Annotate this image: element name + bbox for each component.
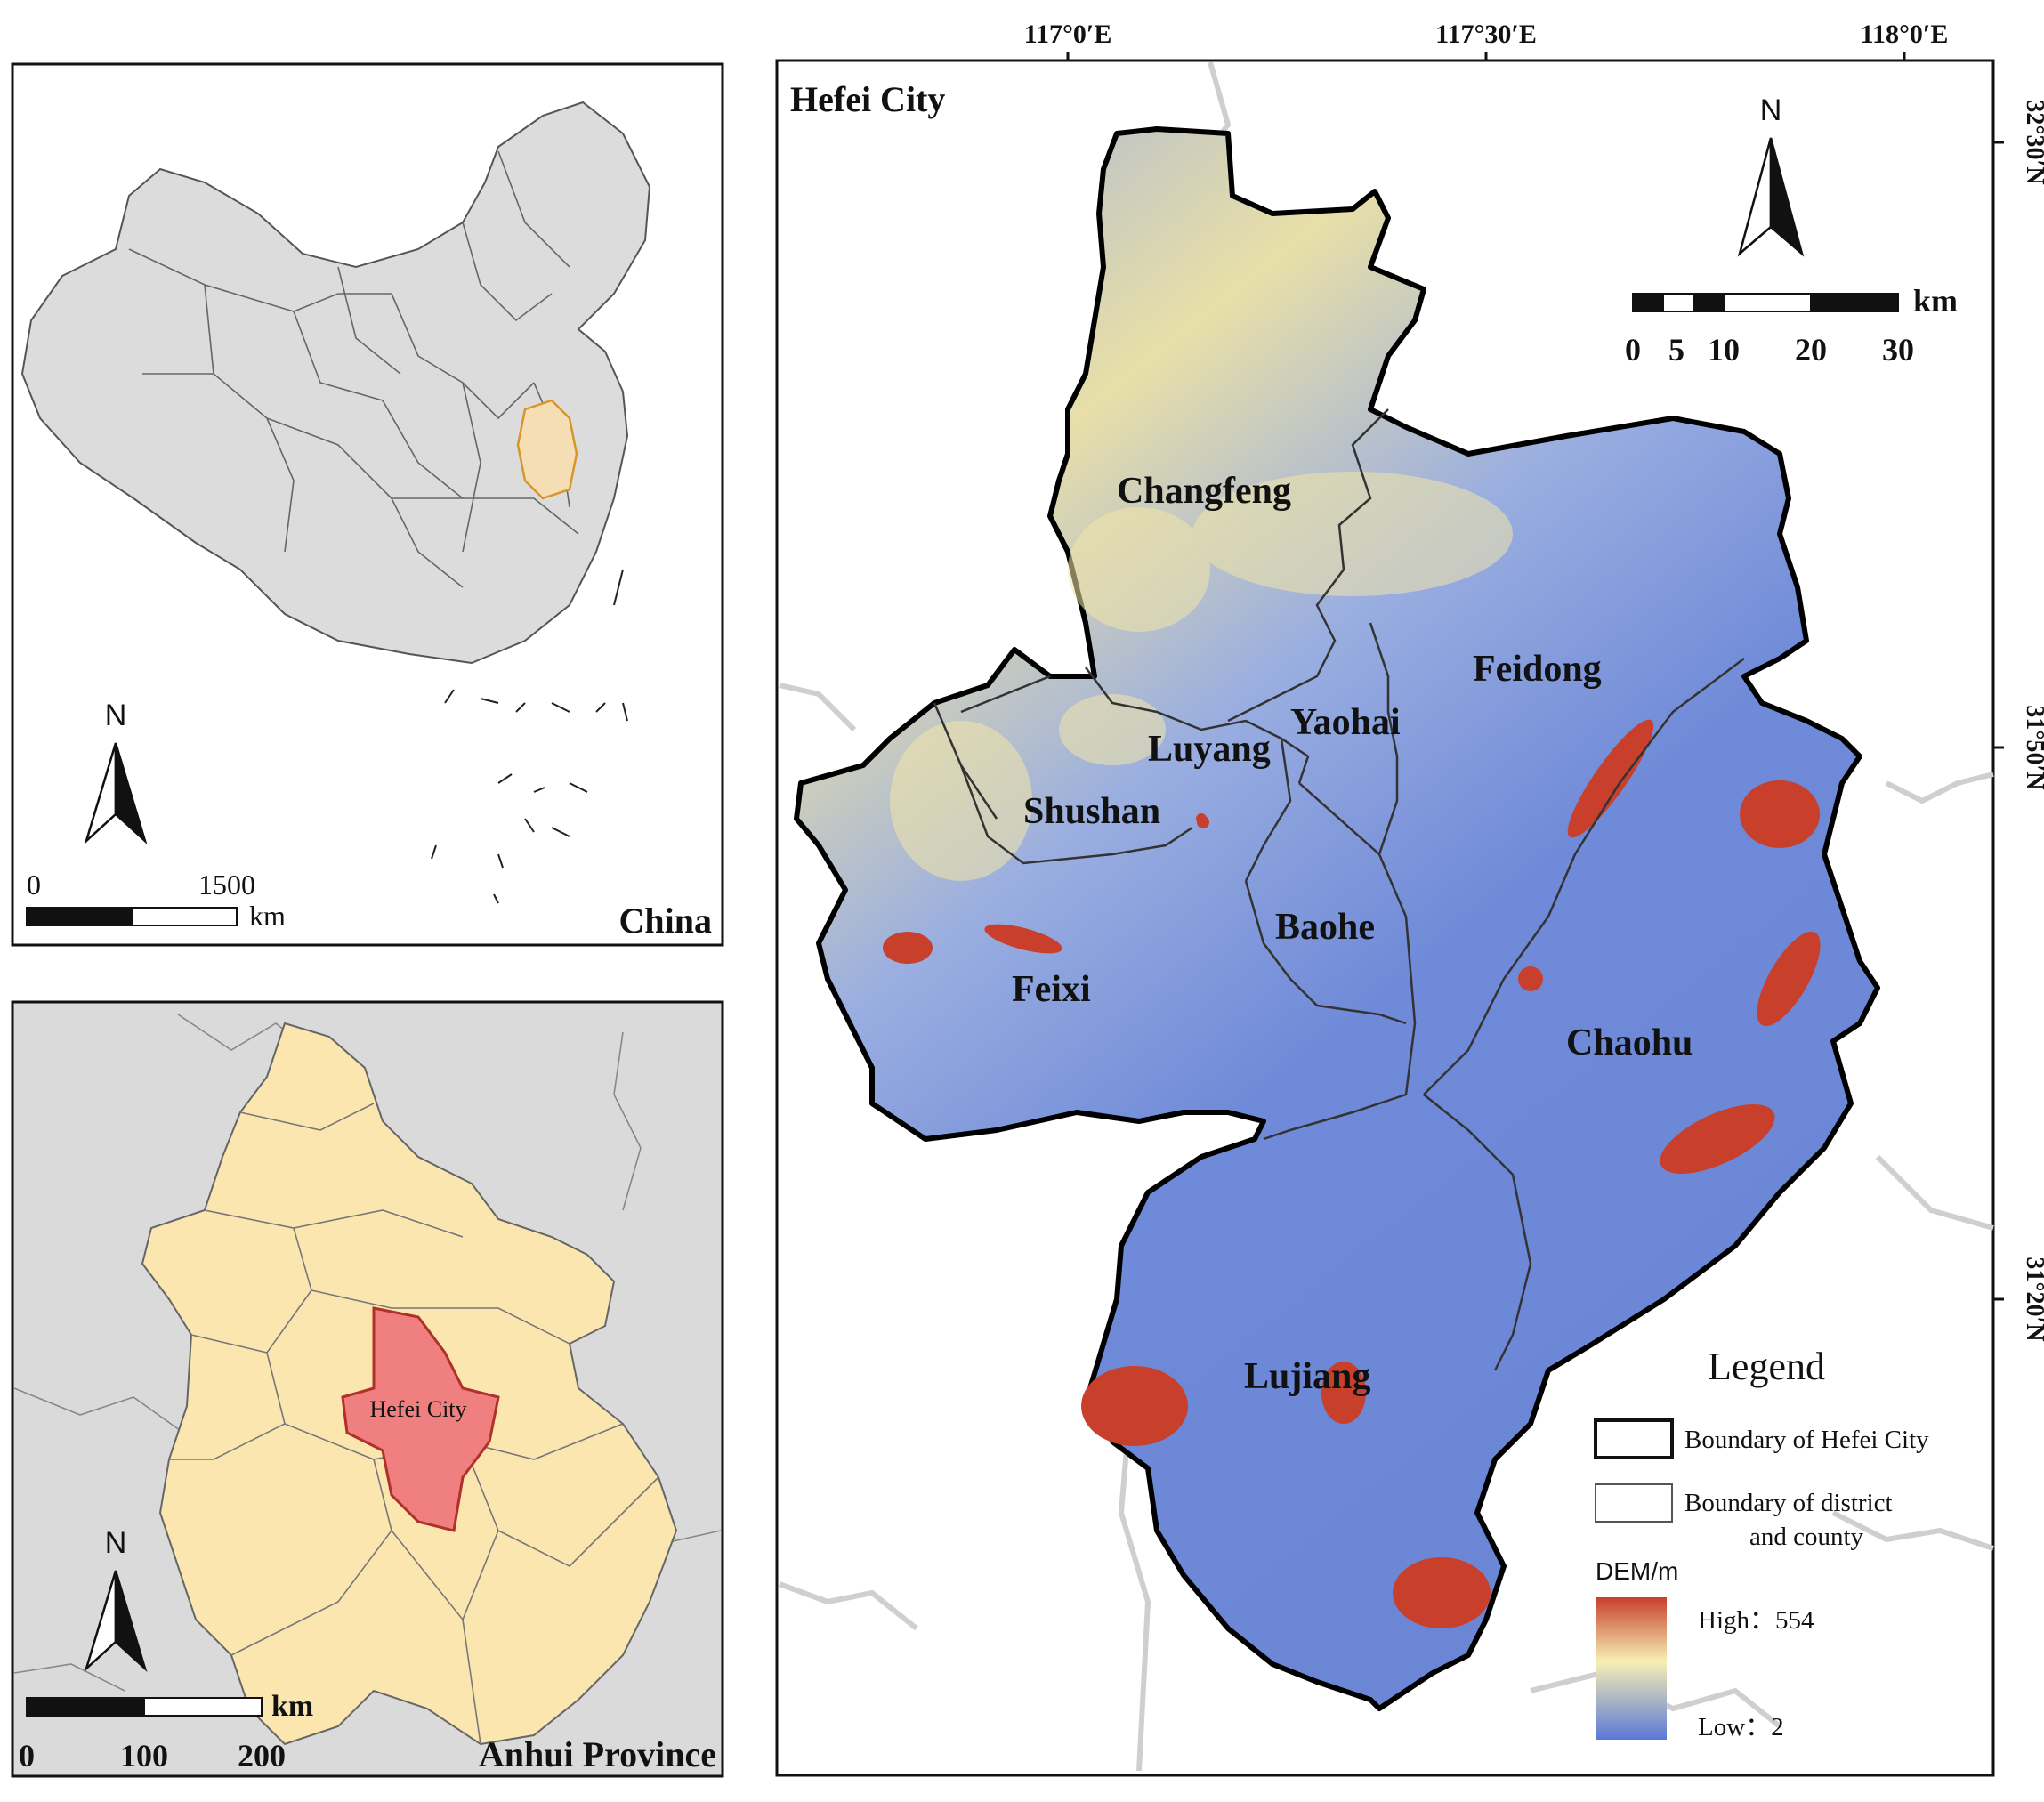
hefei-dem-area bbox=[794, 126, 1880, 1711]
hefei-panel: 117°0′E 117°30′E 118°0′E 32°30′N 31°50′N… bbox=[775, 20, 2044, 1777]
anhui-hefei-label: Hefei City bbox=[369, 1396, 466, 1422]
graticule-ticks bbox=[1066, 52, 2004, 1301]
surrounding-boundaries bbox=[778, 61, 1994, 1772]
anhui-panel: Hefei City N km 0 100 200 Anhui Province bbox=[11, 1000, 724, 1778]
district-label-changfeng: Changfeng bbox=[1117, 471, 1291, 512]
hefei-scale-bar: km 0 5 10 20 30 bbox=[1625, 283, 1958, 368]
district-label-feidong: Feidong bbox=[1473, 649, 1602, 690]
city-center-marker bbox=[1197, 816, 1209, 828]
district-label-baohe: Baohe bbox=[1275, 907, 1375, 948]
longitude-label: 117°30′E bbox=[1435, 20, 1537, 49]
latitude-label: 31°20′N bbox=[2021, 1257, 2044, 1341]
longitude-label: 118°0′E bbox=[1861, 20, 1949, 49]
hefei-scale-tick: 0 bbox=[1625, 332, 1641, 368]
district-label-yaohai: Yaohai bbox=[1290, 702, 1401, 743]
anhui-hefei-highlight bbox=[341, 1306, 500, 1532]
legend-item-district-cont: and county bbox=[1749, 1523, 1864, 1551]
south-china-sea-islands bbox=[431, 689, 628, 904]
district-label-shushan: Shushan bbox=[1023, 791, 1160, 832]
anhui-scale-bar: km 0 100 200 bbox=[19, 1690, 313, 1774]
legend-swatch-city bbox=[1594, 1418, 1674, 1459]
legend-dem-high: High：554 bbox=[1698, 1606, 1814, 1635]
latitude-label: 32°30′N bbox=[2021, 100, 2044, 184]
taiwan-outline bbox=[613, 569, 624, 606]
legend-item-city: Boundary of Hefei City bbox=[1684, 1426, 1929, 1454]
china-panel-title: China bbox=[619, 901, 713, 941]
china-scale-unit: km bbox=[249, 900, 286, 932]
china-scale-bar: 0 1500 km bbox=[26, 869, 286, 932]
hefei-scale-tick: 30 bbox=[1882, 332, 1914, 368]
anhui-panel-title: Anhui Province bbox=[479, 1734, 716, 1774]
anhui-scale-tick: 200 bbox=[238, 1738, 286, 1774]
anhui-north-arrow: N bbox=[84, 1526, 148, 1672]
hefei-scale-tick: 10 bbox=[1708, 332, 1740, 368]
hefei-north-label: N bbox=[1760, 93, 1782, 127]
hefei-panel-title: Hefei City bbox=[790, 79, 945, 119]
china-north-arrow: N bbox=[84, 699, 148, 844]
district-label-luyang: Luyang bbox=[1148, 729, 1271, 770]
district-labels: Changfeng Feidong Yaohai Luyang Shushan … bbox=[1012, 471, 1693, 1397]
anhui-scale-tick: 0 bbox=[19, 1738, 35, 1774]
legend-swatch-district bbox=[1595, 1483, 1673, 1523]
china-scale-start: 0 bbox=[27, 869, 41, 901]
district-label-chaohu: Chaohu bbox=[1566, 1022, 1693, 1063]
legend-title: Legend bbox=[1708, 1345, 1825, 1388]
china-scale-end: 1500 bbox=[198, 869, 255, 901]
hefei-north-arrow: N bbox=[1737, 93, 1805, 257]
anhui-scale-tick: 100 bbox=[120, 1738, 168, 1774]
legend-dem-title: DEM/m bbox=[1596, 1557, 1678, 1585]
china-north-label: N bbox=[105, 699, 127, 732]
hefei-scale-unit: km bbox=[1913, 283, 1958, 319]
anhui-north-label: N bbox=[105, 1526, 127, 1560]
district-boundaries bbox=[933, 408, 1745, 1371]
anhui-scale-unit: km bbox=[271, 1690, 313, 1723]
latitude-label: 31°50′N bbox=[2021, 705, 2044, 789]
china-map bbox=[20, 101, 651, 665]
legend-dem-low: Low：2 bbox=[1698, 1713, 1784, 1741]
legend: Legend Boundary of Hefei City Boundary o… bbox=[1594, 1345, 1929, 1741]
dem-mid-patches bbox=[890, 472, 1513, 881]
district-label-feixi: Feixi bbox=[1012, 969, 1091, 1010]
longitude-label: 117°0′E bbox=[1024, 20, 1112, 49]
district-label-lujiang: Lujiang bbox=[1244, 1356, 1370, 1397]
china-anhui-highlight bbox=[516, 399, 578, 500]
china-panel: N 0 1500 km China bbox=[11, 62, 724, 947]
legend-dem-ramp bbox=[1596, 1597, 1667, 1740]
legend-item-district: Boundary of district bbox=[1684, 1489, 1893, 1517]
hefei-scale-tick: 5 bbox=[1668, 332, 1684, 368]
hefei-scale-tick: 20 bbox=[1795, 332, 1827, 368]
